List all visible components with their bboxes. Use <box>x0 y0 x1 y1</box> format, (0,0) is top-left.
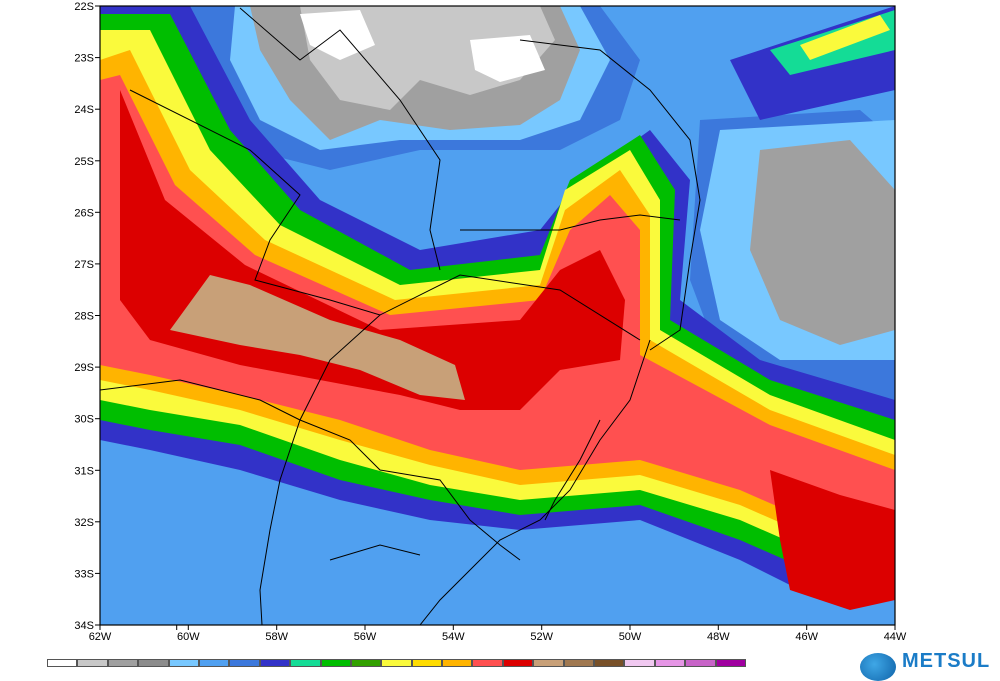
colorbar-swatch <box>259 659 291 667</box>
coast-south <box>419 339 651 625</box>
brand-text: METSUL <box>902 649 991 672</box>
border-paraguay <box>239 7 441 271</box>
colorbar-swatch <box>715 659 746 667</box>
colorbar-swatch <box>77 659 108 667</box>
lon-label: 62W <box>89 631 112 643</box>
lat-label: 33S <box>74 568 94 580</box>
lat-label: 34S <box>74 620 94 632</box>
lat-label: 27S <box>74 259 94 271</box>
lon-label: 52W <box>530 631 553 643</box>
metsul-logo-icon <box>860 653 896 681</box>
brand: METSUL <box>860 650 990 681</box>
lat-label: 26S <box>74 207 94 219</box>
colorbar-swatch <box>442 659 473 667</box>
colorbar-swatch <box>472 659 503 667</box>
band-darkred-east <box>770 470 895 610</box>
lat-label: 28S <box>74 311 94 323</box>
lon-label: 50W <box>619 631 642 643</box>
lon-label: 44W <box>884 631 907 643</box>
precip-field <box>100 6 895 625</box>
colorbar-swatch <box>290 659 321 667</box>
lat-label: 30S <box>74 414 94 426</box>
precipitation-map: 22S 23S 24S 25S 26S 27S 28S 29S 30S 31S … <box>74 1 907 643</box>
colorbar-swatch <box>198 659 230 667</box>
lat-label: 23S <box>74 53 94 65</box>
colorbar-swatch <box>168 659 199 667</box>
band-red <box>100 75 895 530</box>
lat-label: 22S <box>74 1 94 13</box>
lat-label: 24S <box>74 104 94 116</box>
border-arg-internal <box>100 379 301 421</box>
colorbar-swatch <box>107 659 139 667</box>
lon-label: 58W <box>265 631 288 643</box>
colorbar-swatch <box>138 659 169 667</box>
colorbar-swatch <box>685 659 716 667</box>
colorbar-swatch <box>654 659 686 667</box>
field-east-gray <box>750 140 895 345</box>
colorbar-swatch <box>47 659 78 667</box>
lat-label: 25S <box>74 156 94 168</box>
colorbar-swatch <box>594 659 625 667</box>
border-sc-rs <box>460 214 681 231</box>
border-arg-north <box>129 89 641 341</box>
lon-label: 56W <box>354 631 377 643</box>
colorbar-swatch <box>320 659 351 667</box>
border-rs-uruguay <box>299 419 521 561</box>
lon-label: 48W <box>707 631 730 643</box>
colorbar-swatch <box>229 659 260 667</box>
colorbar-swatch <box>533 659 564 667</box>
lon-axis <box>99 625 896 630</box>
colorbar-swatch <box>350 659 382 667</box>
border-uruguay <box>259 314 381 625</box>
band-tan <box>170 275 465 400</box>
lat-label: 29S <box>74 362 94 374</box>
lon-label: 60W <box>177 631 200 643</box>
lat-label: 31S <box>74 465 94 477</box>
coast-river-plate <box>329 544 421 561</box>
lon-labels: 62W 60W 58W 56W 54W 52W 50W 48W 46W 44W <box>89 631 907 643</box>
colorbar-swatch <box>563 659 595 667</box>
colorbar-swatch <box>502 659 534 667</box>
colorbar-swatch <box>381 659 412 667</box>
lat-label: 32S <box>74 517 94 529</box>
borders <box>100 7 701 625</box>
lon-label: 46W <box>795 631 818 643</box>
coast-laguna <box>544 419 601 521</box>
lat-labels: 22S 23S 24S 25S 26S 27S 28S 29S 30S 31S … <box>74 1 94 632</box>
colorbar-swatch <box>411 659 443 667</box>
colorbar-swatch <box>624 659 655 667</box>
field-ne-yellow <box>800 15 890 60</box>
field-north-white <box>300 10 545 82</box>
lat-axis <box>95 5 100 626</box>
lon-label: 54W <box>442 631 465 643</box>
colorbar <box>47 659 746 667</box>
border-brazil-states <box>519 39 701 351</box>
